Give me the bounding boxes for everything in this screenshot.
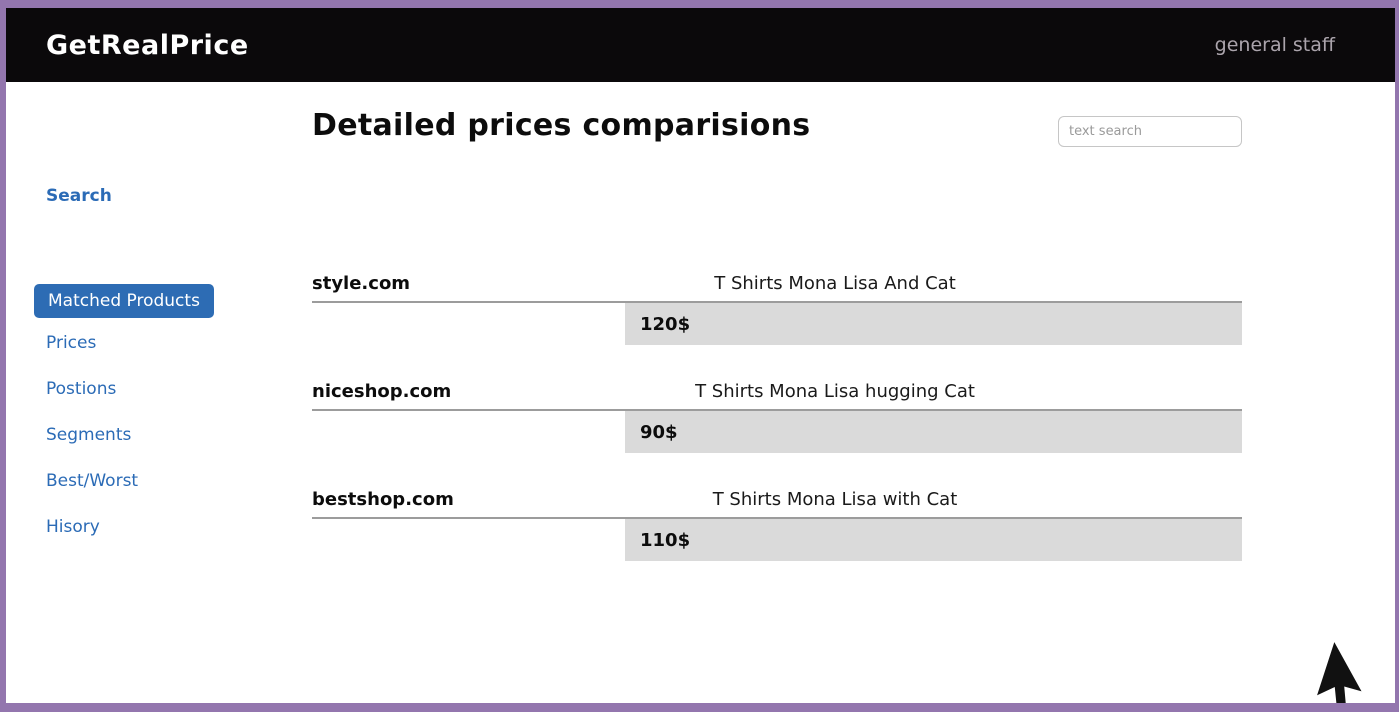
comparison-name-row: style.com T Shirts Mona Lisa And Cat (312, 273, 1242, 303)
site-name: bestshop.com (312, 489, 454, 510)
price-cell: 120$ (625, 303, 1242, 345)
sidebar-item-prices[interactable]: Prices (46, 333, 97, 353)
product-name: T Shirts Mona Lisa with Cat (712, 489, 958, 510)
app-window: GetRealPrice general staff Search Matche… (6, 8, 1395, 703)
comparison-name-row: niceshop.com T Shirts Mona Lisa hugging … (312, 381, 1242, 411)
price-cell: 90$ (625, 411, 1242, 453)
sidebar: Search Matched Products Prices Postions … (6, 82, 312, 703)
price-value: 90$ (640, 421, 678, 443)
sidebar-item-best-worst[interactable]: Best/Worst (46, 471, 139, 491)
comparison-row: niceshop.com T Shirts Mona Lisa hugging … (312, 381, 1242, 453)
product-name: T Shirts Mona Lisa And Cat (714, 273, 956, 294)
user-role-label: general staff (1214, 34, 1335, 56)
main-panel: Detailed prices comparisions style.com T… (312, 82, 1395, 703)
sidebar-item-history[interactable]: Hisory (46, 517, 100, 537)
site-name: niceshop.com (312, 381, 452, 402)
page-title: Detailed prices comparisions (312, 108, 811, 143)
app-header: GetRealPrice general staff (6, 8, 1395, 82)
sidebar-nav: Matched Products Prices Postions Segment… (34, 284, 312, 544)
comparison-row: bestshop.com T Shirts Mona Lisa with Cat… (312, 489, 1242, 561)
sidebar-search-link[interactable]: Search (46, 186, 112, 206)
product-name: T Shirts Mona Lisa hugging Cat (695, 381, 975, 402)
sidebar-item-matched-products[interactable]: Matched Products (34, 284, 214, 318)
text-search-input[interactable] (1058, 116, 1242, 147)
price-cell: 110$ (625, 519, 1242, 561)
comparison-name-row: bestshop.com T Shirts Mona Lisa with Cat (312, 489, 1242, 519)
comparison-row: style.com T Shirts Mona Lisa And Cat 120… (312, 273, 1242, 345)
site-name: style.com (312, 273, 411, 294)
app-logo: GetRealPrice (46, 29, 249, 61)
comparison-list: style.com T Shirts Mona Lisa And Cat 120… (312, 273, 1242, 561)
content-area: Search Matched Products Prices Postions … (6, 82, 1395, 703)
sidebar-item-segments[interactable]: Segments (46, 425, 132, 445)
sidebar-item-positions[interactable]: Postions (46, 379, 117, 399)
price-value: 110$ (640, 529, 691, 551)
price-value: 120$ (640, 313, 691, 335)
